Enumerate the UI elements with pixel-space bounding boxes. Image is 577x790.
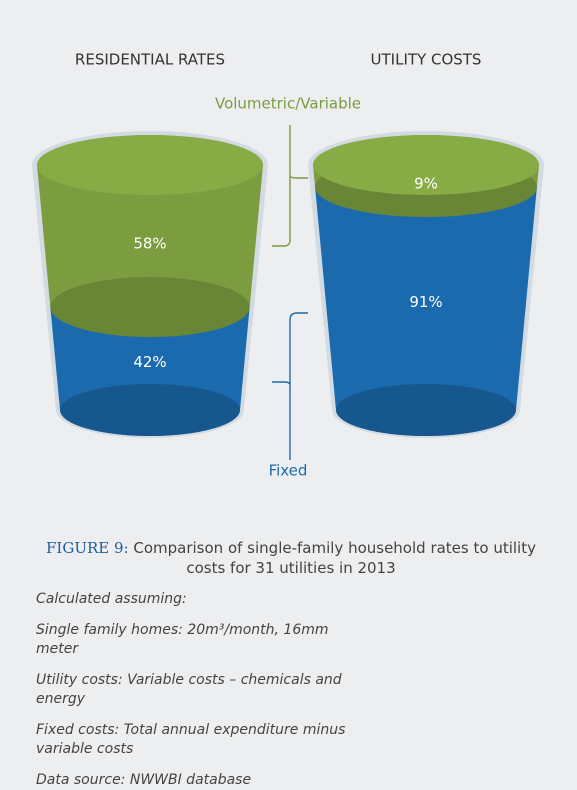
figure-title: Comparison of single-family household ra… [133, 539, 536, 577]
note: Single family homes: 20m³/month, 16mm me… [36, 621, 366, 659]
category-label: RESIDENTIAL RATES [75, 51, 225, 69]
caption: FIGURE 9: Comparison of single-family ho… [36, 538, 546, 790]
segment-top [50, 277, 249, 337]
value-label: 9% [414, 175, 438, 193]
chart: RESIDENTIAL RATES 42% 58% UTILITY COSTS 91% 9… [0, 0, 577, 530]
note: Calculated assuming: [36, 590, 366, 609]
category-label: UTILITY COSTS [371, 51, 482, 69]
note: Fixed costs: Total annual expenditure mi… [36, 721, 366, 759]
figure-label: FIGURE 9: [46, 539, 129, 557]
cup-bottom [336, 384, 516, 436]
value-label: 58% [133, 235, 166, 253]
bracket [272, 125, 308, 460]
caption-title: FIGURE 9: Comparison of single-family ho… [36, 538, 546, 578]
cup-bottom [60, 384, 240, 436]
legend-label: Fixed [269, 462, 308, 480]
page: RESIDENTIAL RATES 42% 58% UTILITY COSTS 91% 9… [0, 0, 577, 781]
segment-top [37, 135, 263, 195]
legend-label: Volumetric/Variable [215, 95, 361, 113]
value-label: 91% [409, 293, 442, 311]
note: Utility costs: Variable costs – chemical… [36, 671, 366, 709]
value-label: 42% [133, 353, 166, 371]
